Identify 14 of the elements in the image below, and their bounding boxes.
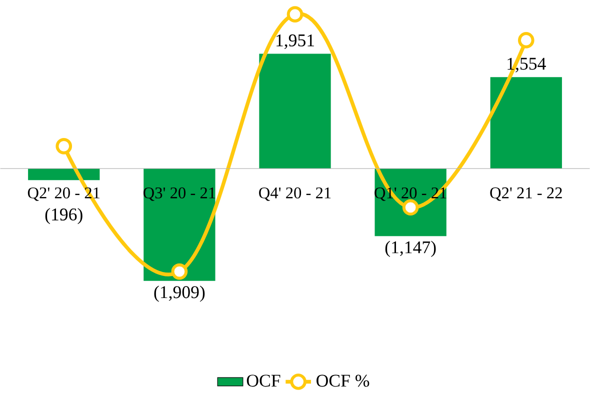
data-label: (1,147) (385, 240, 436, 258)
x-tick-label: Q3' 20 - 21 (143, 188, 216, 202)
point (286, 6, 304, 23)
legend-label: OCF % (316, 374, 370, 387)
data-label: (1,909) (154, 286, 205, 302)
point (171, 264, 188, 280)
point (518, 32, 534, 49)
x-tick-label: Q4' 20 - 21 (259, 188, 331, 202)
legend-label: OCF (246, 374, 280, 387)
data-label: (196) (45, 208, 82, 224)
data-label: 1,951 (276, 34, 314, 50)
point (56, 138, 72, 154)
point (402, 199, 419, 216)
x-tick-label: Q2' 21 - 22 (490, 188, 562, 202)
